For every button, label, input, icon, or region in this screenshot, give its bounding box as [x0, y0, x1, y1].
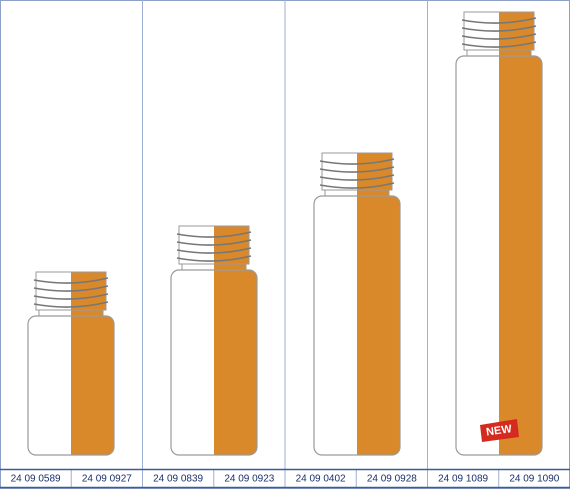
thread — [176, 255, 252, 262]
body-amber-fill — [499, 56, 509, 455]
badge-shape — [480, 419, 519, 442]
thread — [33, 293, 109, 300]
shoulder-amber — [499, 50, 531, 56]
body-amber-fill — [71, 316, 81, 455]
body-outline — [455, 55, 543, 456]
body-amber-fill — [214, 270, 224, 455]
thread — [461, 17, 537, 24]
product-code: 24 09 1089 — [438, 474, 488, 485]
thread — [176, 231, 252, 238]
vials: 24 09 0589 24 09 0927 24 09 0839 24 09 0923… — [11, 0, 560, 489]
thread — [319, 182, 395, 189]
thread — [176, 247, 252, 254]
body-outline — [170, 269, 258, 456]
product-code: 24 09 0928 — [367, 474, 417, 485]
shoulder-amber — [214, 264, 246, 270]
thread — [33, 277, 109, 284]
thread — [461, 25, 537, 32]
thread — [319, 166, 395, 173]
body-outline — [313, 195, 401, 456]
product-code: 24 09 1090 — [509, 474, 559, 485]
thread — [461, 33, 537, 40]
new-badge: NEW — [480, 419, 519, 442]
shoulder-amber — [71, 310, 103, 316]
thread — [33, 301, 109, 308]
thread — [319, 158, 395, 165]
product-code: 24 09 0927 — [82, 474, 132, 485]
product-code: 24 09 0923 — [224, 474, 274, 485]
thread — [176, 239, 252, 246]
body-amber — [357, 196, 400, 455]
shoulder-amber — [357, 190, 389, 196]
thread — [319, 174, 395, 181]
body-amber — [499, 56, 542, 455]
body-outline — [27, 315, 115, 456]
body-amber — [214, 270, 257, 455]
product-code: 24 09 0589 — [11, 474, 61, 485]
product-code: 24 09 0402 — [296, 474, 346, 485]
thread — [461, 41, 537, 48]
body-amber-fill — [357, 196, 367, 455]
thread — [33, 285, 109, 292]
product-code: 24 09 0839 — [153, 474, 203, 485]
badge-text: NEW — [485, 423, 513, 439]
body-amber — [71, 316, 114, 455]
